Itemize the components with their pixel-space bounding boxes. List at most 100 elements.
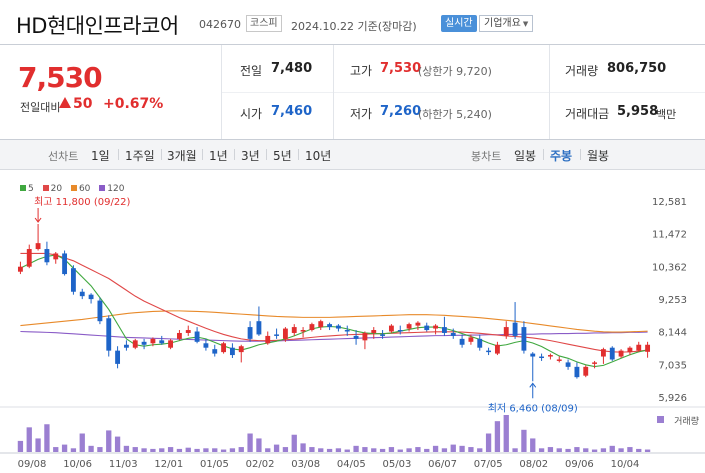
candle-body [185, 330, 191, 333]
candle-body [627, 347, 633, 353]
volume-bar [88, 445, 94, 452]
candle-body [371, 330, 377, 333]
volume-bar [61, 444, 68, 452]
y-tick-label: 7,035 [658, 360, 687, 371]
price-chart: 5 20 60 120 12,581 11,472 10,362 9,253 8,144… [0, 171, 705, 473]
candle-weekly[interactable]: 주봉 [550, 149, 573, 163]
volume-bar [212, 448, 218, 452]
realtime-button[interactable]: 실시간 [441, 15, 477, 32]
volume-bar [220, 449, 227, 452]
separator [202, 149, 203, 160]
volume-bar [238, 447, 244, 452]
volume-bar [503, 415, 509, 452]
volume-bar [432, 445, 439, 452]
candle-monthly[interactable]: 월봉 [587, 149, 610, 163]
candle-body [327, 324, 333, 328]
volume-bar [371, 448, 377, 452]
period-5y[interactable]: 5년 [273, 149, 292, 163]
volume-bar [618, 448, 624, 452]
lower-limit: (하한가 5,240) [418, 108, 492, 121]
candle-body [503, 327, 509, 336]
candle-body [486, 350, 492, 353]
low-annotation: 최저 6,460 (08/09) [488, 402, 578, 414]
y-tick-label: 8,144 [658, 328, 687, 339]
candle-body [79, 291, 85, 297]
ma60-line [20, 310, 648, 333]
volume-bar [644, 449, 651, 452]
candle-body [539, 356, 545, 359]
chevron-down-icon: ▼ [522, 20, 529, 28]
volume-axis-label: 거래량 [674, 415, 699, 427]
volume-bar [282, 447, 289, 452]
candle-body [450, 332, 456, 336]
volume-bar [574, 447, 580, 452]
candle-body [415, 322, 421, 326]
ma120-line [20, 330, 648, 342]
separator [266, 149, 267, 160]
x-tick-label: 09/06 [565, 459, 594, 470]
change-value: 50 [73, 96, 93, 112]
period-1w[interactable]: 1주일 [125, 149, 155, 163]
candle-body [380, 334, 386, 336]
candle-body [247, 327, 253, 339]
x-tick-label: 05/03 [383, 459, 412, 470]
volume-bar [335, 448, 342, 452]
chart-canvas[interactable]: 12,581 11,472 10,362 9,253 8,144 7,035 5,926 09… [0, 171, 705, 473]
volume-bar [494, 421, 501, 452]
legend-text: 60 [78, 184, 91, 194]
volume-bar [406, 448, 412, 452]
volume-bar [609, 445, 615, 452]
volume-bar [132, 447, 138, 452]
volume-bar [450, 444, 456, 452]
x-tick-label: 01/05 [200, 459, 229, 470]
candle-body [150, 338, 156, 344]
candle-body [344, 330, 350, 332]
volume-bar [583, 448, 589, 452]
candle-daily[interactable]: 일봉 [514, 149, 537, 163]
period-3m[interactable]: 3개월 [167, 149, 197, 163]
candle-body [256, 321, 262, 335]
candle-body [88, 294, 94, 300]
legend-swatch [20, 185, 26, 191]
volume-bar [353, 445, 359, 452]
candle-body [176, 332, 182, 339]
volume-bar [44, 424, 50, 452]
candle-body [645, 344, 651, 352]
x-tick-label: 04/05 [337, 459, 366, 470]
upper-limit: (상한가 9,720) [418, 65, 492, 78]
candle-body [44, 249, 50, 263]
candle-body [309, 324, 315, 331]
arrow-up-icon [529, 382, 537, 388]
period-3y[interactable]: 3년 [241, 149, 260, 163]
candle-body [265, 335, 271, 344]
separator [118, 149, 119, 160]
x-tick-label: 06/07 [428, 459, 457, 470]
stock-header: HD현대인프라코어 042670 코스피 2024.10.22 기준(장마감) … [0, 0, 705, 44]
company-info-label: 기업개요 [484, 18, 521, 29]
volume-bar [123, 445, 130, 452]
volume-label: 거래량 [565, 64, 599, 78]
period-1d[interactable]: 1일 [91, 149, 110, 163]
candle-body [141, 341, 147, 345]
volume-bar [159, 448, 165, 452]
volume-bar [521, 429, 527, 452]
period-1y[interactable]: 1년 [209, 149, 228, 163]
candle-body [106, 318, 112, 351]
volume-bar [591, 449, 598, 452]
prev-close-value: 7,480 [271, 61, 313, 76]
y-tick-label: 11,472 [652, 230, 687, 241]
legend-ma20: 20 [42, 184, 62, 194]
volume-bar [300, 443, 306, 452]
high-label: 고가 [350, 64, 373, 78]
company-info-dropdown[interactable]: 기업개요 ▼ [479, 15, 534, 32]
volume-bar [185, 447, 191, 452]
volume-bar [565, 448, 571, 452]
candle-body [282, 328, 288, 339]
legend-ma5: 5 [20, 184, 34, 194]
x-tick-label: 12/01 [154, 459, 183, 470]
candle-body [547, 355, 553, 357]
volume-value: 806,750 [607, 61, 667, 76]
stock-name: HD현대인프라코어 [16, 14, 179, 38]
x-tick-label: 08/02 [519, 459, 548, 470]
period-10y[interactable]: 10년 [305, 149, 332, 163]
